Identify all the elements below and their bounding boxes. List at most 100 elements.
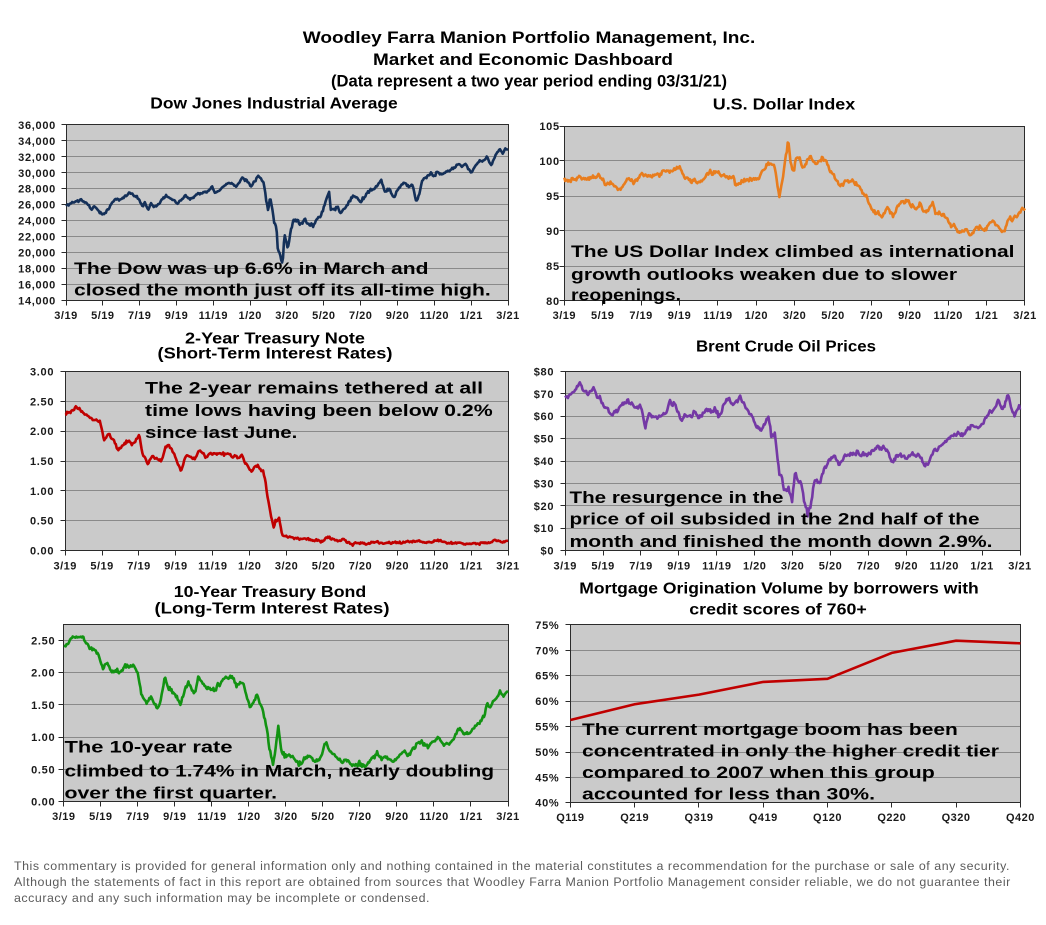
- svg-text:90: 90: [546, 226, 560, 238]
- svg-text:3/20: 3/20: [275, 310, 298, 322]
- svg-text:Q419: Q419: [749, 812, 778, 824]
- svg-text:Q120: Q120: [813, 812, 842, 824]
- svg-text:34,000: 34,000: [18, 136, 56, 148]
- svg-text:3/19: 3/19: [53, 561, 76, 573]
- svg-text:$20: $20: [534, 501, 554, 513]
- svg-text:11/19: 11/19: [198, 561, 227, 573]
- svg-text:time lows having been below 0.: time lows having been below 0.2%: [145, 401, 493, 420]
- svg-text:2.00: 2.00: [30, 426, 54, 438]
- svg-text:3/20: 3/20: [275, 561, 298, 573]
- svg-text:11/19: 11/19: [197, 811, 226, 823]
- svg-text:Q319: Q319: [685, 812, 714, 824]
- svg-text:65%: 65%: [535, 671, 559, 683]
- svg-text:2.50: 2.50: [31, 635, 55, 647]
- svg-text:reopenings.: reopenings.: [571, 286, 681, 305]
- svg-text:accuracy and any such informat: accuracy and any such information may be…: [14, 891, 430, 905]
- svg-text:11/19: 11/19: [702, 561, 731, 573]
- svg-text:Mortgage Origination Volume by: Mortgage Origination Volume by borrowers…: [579, 581, 979, 598]
- svg-text:9/20: 9/20: [386, 310, 409, 322]
- svg-text:0.50: 0.50: [30, 516, 54, 528]
- svg-text:60%: 60%: [535, 696, 559, 708]
- svg-text:0.50: 0.50: [31, 764, 55, 776]
- svg-text:credit scores of 760+: credit scores of 760+: [689, 602, 867, 619]
- svg-text:9/20: 9/20: [385, 811, 408, 823]
- svg-text:11/20: 11/20: [419, 811, 448, 823]
- svg-text:Market and Economic Dashboard: Market and Economic Dashboard: [373, 50, 673, 69]
- svg-text:80: 80: [546, 296, 560, 308]
- svg-text:5/19: 5/19: [591, 561, 614, 573]
- svg-text:$80: $80: [534, 367, 554, 379]
- svg-text:3/21: 3/21: [496, 561, 519, 573]
- svg-text:28,000: 28,000: [18, 184, 56, 196]
- svg-text:100: 100: [539, 156, 559, 168]
- svg-text:40%: 40%: [535, 798, 559, 810]
- svg-text:0.00: 0.00: [30, 546, 54, 558]
- svg-text:3/20: 3/20: [274, 811, 297, 823]
- svg-text:75%: 75%: [535, 620, 559, 632]
- svg-text:7/19: 7/19: [629, 561, 652, 573]
- svg-text:18,000: 18,000: [18, 264, 56, 276]
- svg-text:1.00: 1.00: [30, 486, 54, 498]
- svg-text:5/19: 5/19: [89, 811, 112, 823]
- svg-text:5/20: 5/20: [312, 310, 335, 322]
- svg-text:11/20: 11/20: [420, 310, 449, 322]
- svg-text:compared to 2007 when this gro: compared to 2007 when this group: [582, 763, 935, 782]
- svg-text:0.00: 0.00: [31, 797, 55, 809]
- svg-text:5/20: 5/20: [311, 811, 334, 823]
- svg-text:7/20: 7/20: [857, 561, 880, 573]
- svg-text:7/20: 7/20: [349, 310, 372, 322]
- svg-text:Dow Jones Industrial Average: Dow Jones Industrial Average: [150, 96, 398, 113]
- svg-text:11/19: 11/19: [703, 310, 732, 322]
- svg-text:2-Year Treasury Note: 2-Year Treasury Note: [185, 331, 365, 348]
- svg-text:5/20: 5/20: [312, 561, 335, 573]
- svg-text:1/21: 1/21: [459, 561, 482, 573]
- svg-text:The US Dollar Index climbed as: The US Dollar Index climbed as internati…: [571, 242, 1015, 261]
- svg-text:24,000: 24,000: [18, 216, 56, 228]
- svg-text:1.50: 1.50: [30, 456, 54, 468]
- svg-text:This commentary is provided fo: This commentary is provided for general …: [14, 859, 1010, 873]
- svg-text:10-Year Treasury Bond: 10-Year Treasury Bond: [174, 584, 367, 601]
- svg-text:The 2-year remains tethered at: The 2-year remains tethered at all: [145, 379, 483, 398]
- svg-text:concentrated in only the highe: concentrated in only the higher credit t…: [582, 742, 999, 761]
- svg-text:1.00: 1.00: [31, 732, 55, 744]
- svg-text:1/21: 1/21: [970, 561, 993, 573]
- svg-text:11/20: 11/20: [419, 561, 448, 573]
- svg-text:11/20: 11/20: [933, 310, 962, 322]
- svg-text:95: 95: [546, 191, 560, 203]
- svg-text:$10: $10: [534, 523, 554, 535]
- svg-text:36,000: 36,000: [18, 120, 56, 132]
- svg-text:1/20: 1/20: [237, 811, 260, 823]
- svg-text:3/19: 3/19: [553, 561, 576, 573]
- svg-text:U.S. Dollar Index: U.S. Dollar Index: [713, 97, 856, 114]
- svg-text:$50: $50: [534, 434, 554, 446]
- svg-text:5/19: 5/19: [91, 310, 114, 322]
- svg-text:3/19: 3/19: [553, 310, 576, 322]
- svg-text:16,000: 16,000: [18, 279, 56, 291]
- svg-text:$30: $30: [534, 478, 554, 490]
- svg-text:5/20: 5/20: [819, 561, 842, 573]
- svg-text:11/19: 11/19: [199, 310, 228, 322]
- svg-text:1.50: 1.50: [31, 700, 55, 712]
- svg-text:3/21: 3/21: [1013, 310, 1036, 322]
- svg-text:7/19: 7/19: [128, 310, 151, 322]
- svg-text:9/19: 9/19: [165, 310, 188, 322]
- svg-text:1/21: 1/21: [459, 310, 482, 322]
- svg-text:Although the statements of fac: Although the statements of fact in this …: [14, 875, 1011, 889]
- svg-text:1/20: 1/20: [743, 561, 766, 573]
- svg-text:(Short-Term Interest Rates): (Short-Term Interest Rates): [158, 346, 393, 363]
- svg-text:climbed to 1.74% in March, nea: climbed to 1.74% in March, nearly doubli…: [65, 762, 495, 781]
- svg-text:(Long-Term Interest Rates): (Long-Term Interest Rates): [155, 601, 390, 618]
- svg-text:month and finished the month d: month and finished the month down 2.9%.: [570, 532, 993, 551]
- svg-text:26,000: 26,000: [18, 200, 56, 212]
- svg-text:9/19: 9/19: [667, 561, 690, 573]
- svg-text:70%: 70%: [535, 645, 559, 657]
- svg-text:9/19: 9/19: [164, 561, 187, 573]
- svg-text:3/19: 3/19: [54, 310, 77, 322]
- svg-text:22,000: 22,000: [18, 232, 56, 244]
- svg-text:7/19: 7/19: [629, 310, 652, 322]
- svg-text:Q420: Q420: [1006, 812, 1035, 824]
- svg-text:7/20: 7/20: [860, 310, 883, 322]
- svg-text:The current mortgage boom has: The current mortgage boom has been: [582, 720, 958, 739]
- svg-text:9/20: 9/20: [386, 561, 409, 573]
- svg-text:3/19: 3/19: [52, 811, 75, 823]
